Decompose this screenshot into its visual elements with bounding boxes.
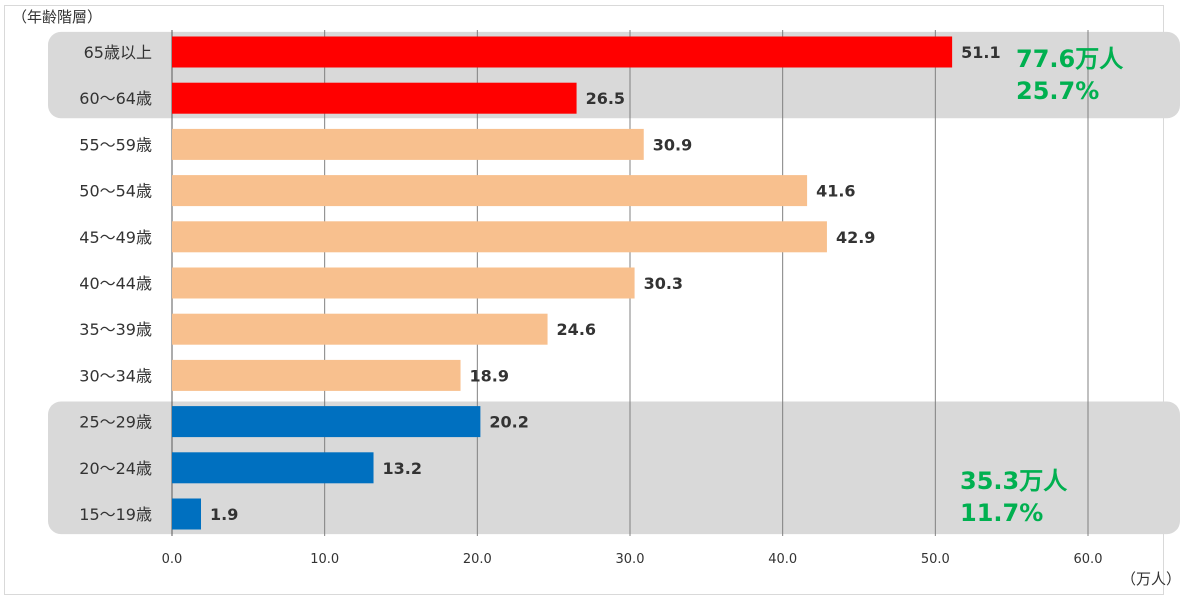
- value-label: 30.9: [653, 135, 692, 154]
- y-axis-title: （年齢階層）: [12, 8, 102, 26]
- bar-7: [172, 313, 548, 345]
- chart-frame: [4, 5, 1164, 595]
- value-label: 1.9: [210, 505, 238, 524]
- bar-6: [172, 267, 635, 299]
- category-label: 60～64歳: [79, 89, 152, 108]
- category-label: 30～34歳: [79, 366, 152, 385]
- value-label: 26.5: [586, 89, 625, 108]
- x-axis-unit: （万人）: [1121, 570, 1181, 588]
- value-label: 20.2: [489, 413, 528, 432]
- bar-3: [172, 128, 644, 160]
- x-tick-label: 10.0: [310, 552, 339, 567]
- group-1-annotation-2: 25.7%: [1016, 77, 1099, 105]
- category-label: 40～44歳: [79, 274, 152, 293]
- value-label: 30.3: [644, 274, 683, 293]
- bar-8: [172, 359, 461, 391]
- group-2-annotation-2: 11.7%: [960, 499, 1043, 527]
- group-1-annotation-1: 77.6万人: [1016, 45, 1123, 73]
- x-tick-label: 0.0: [162, 552, 183, 567]
- value-label: 18.9: [470, 366, 509, 385]
- category-label: 65歳以上: [84, 43, 152, 62]
- bar-9: [172, 406, 481, 438]
- value-label: 42.9: [836, 228, 875, 247]
- x-tick-label: 50.0: [921, 552, 950, 567]
- bar-10: [172, 452, 374, 484]
- bar-1: [172, 36, 953, 68]
- category-label: 25～29歳: [79, 413, 152, 432]
- x-tick-label: 40.0: [768, 552, 797, 567]
- value-label: 41.6: [816, 182, 855, 201]
- category-label: 50～54歳: [79, 182, 152, 201]
- category-label: 55～59歳: [79, 135, 152, 154]
- group-2-annotation-1: 35.3万人: [960, 467, 1067, 495]
- value-label: 51.1: [961, 43, 1000, 62]
- x-tick-label: 20.0: [463, 552, 492, 567]
- category-label: 20～24歳: [79, 459, 152, 478]
- bar-11: [172, 498, 202, 530]
- x-tick-label: 30.0: [616, 552, 645, 567]
- category-label: 15～19歳: [79, 505, 152, 524]
- value-label: 13.2: [383, 459, 422, 478]
- bar-5: [172, 221, 827, 253]
- x-tick-label: 60.0: [1074, 552, 1103, 567]
- category-label: 45～49歳: [79, 228, 152, 247]
- bar-4: [172, 175, 808, 207]
- bar-2: [172, 82, 577, 114]
- category-label: 35～39歳: [79, 320, 152, 339]
- value-label: 24.6: [557, 320, 596, 339]
